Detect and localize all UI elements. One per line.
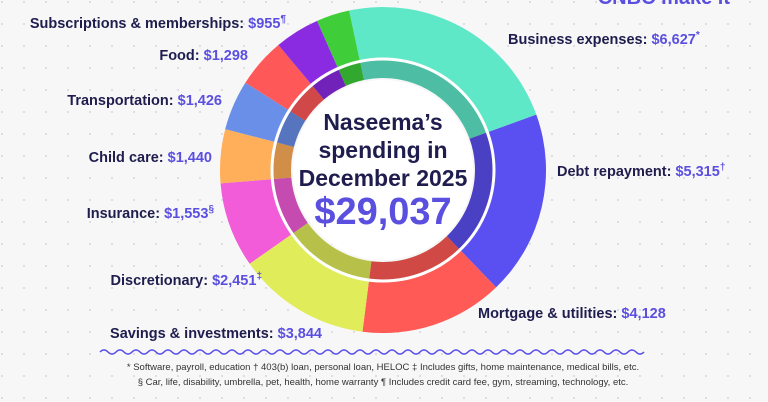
value-label: $1,553: [164, 206, 208, 222]
center-title: spending in: [318, 137, 447, 163]
segment-label: Business expenses: $6,627*: [508, 30, 700, 48]
center: [293, 80, 473, 260]
segment-label: Insurance: $1,553§: [87, 204, 215, 222]
inner-ring: [270, 57, 496, 283]
value-label: $1,426: [178, 93, 222, 109]
value-label: $1,298: [204, 48, 248, 64]
segment-label: Child care: $1,440: [89, 150, 212, 166]
center-total: $29,037: [314, 191, 451, 233]
value-label: $3,844: [278, 326, 322, 342]
segment-label: Discretionary: $2,451‡: [111, 271, 262, 289]
category-name: Transportation:: [67, 93, 173, 109]
value-label: $6,627: [651, 32, 695, 48]
segment-label: Subscriptions & memberships: $955¶: [30, 14, 287, 32]
category-name: Mortgage & utilities:: [478, 306, 617, 322]
segment-label: Debt repayment: $5,315†: [557, 162, 725, 180]
value-label: $955: [248, 16, 280, 32]
donut-segment: [278, 20, 346, 100]
footnote-mark: ¶: [280, 14, 286, 25]
category-name: Business expenses:: [508, 32, 647, 48]
category-name: Savings & investments:: [110, 326, 274, 342]
donut-segment: [249, 222, 372, 332]
value-label: $2,451: [212, 273, 256, 289]
donut-segment: [317, 10, 364, 86]
category-name: Debt repayment:: [557, 164, 671, 180]
category-name: Discretionary:: [111, 273, 209, 289]
segment-label: Transportation: $1,426: [67, 93, 222, 109]
donut-segment: [362, 236, 497, 333]
donut: [220, 6, 546, 333]
donut-segment: [225, 82, 306, 147]
footnote: * Software, payroll, education † 403(b) …: [127, 362, 639, 373]
donut-segment: [349, 6, 537, 139]
donut-segment: [245, 45, 324, 121]
divider: [99, 349, 645, 355]
category-name: Food:: [159, 48, 199, 64]
category-name: Subscriptions & memberships:: [30, 16, 244, 32]
footnote-mark: §: [208, 204, 214, 215]
donut-segment: [220, 177, 308, 264]
value-label: $5,315: [675, 164, 719, 180]
footnote-mark: *: [696, 30, 700, 41]
inner-shade: [273, 60, 493, 280]
footnote-mark: †: [720, 162, 726, 173]
value-label: $4,128: [621, 306, 665, 322]
segment-label: Savings & investments: $3,844: [110, 326, 322, 342]
logo: CNBC make it: [598, 0, 731, 9]
footnote: § Car, life, disability, umbrella, pet, …: [138, 377, 629, 388]
category-name: Child care:: [89, 150, 164, 166]
segment-label: Mortgage & utilities: $4,128: [478, 306, 666, 322]
value-label: $1,440: [168, 150, 212, 166]
center-title: December 2025: [299, 165, 468, 191]
labels: Business expenses: $6,627* Debt repayment…: [30, 14, 726, 342]
footnote-mark: ‡: [256, 271, 262, 282]
center-title: Naseema’s: [323, 109, 442, 135]
category-name: Insurance:: [87, 206, 160, 222]
segment-label: Food: $1,298: [159, 48, 248, 64]
donut-segment: [446, 114, 546, 288]
